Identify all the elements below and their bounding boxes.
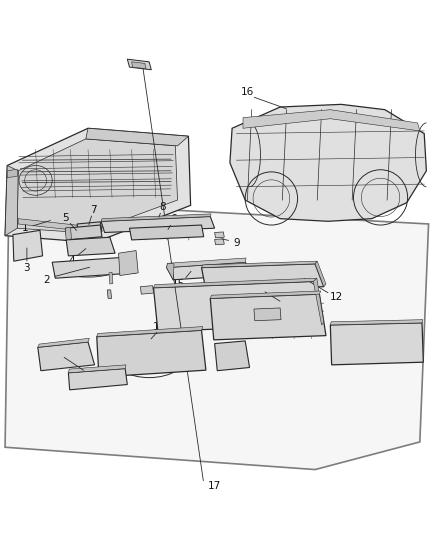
Text: 14: 14	[281, 300, 295, 310]
Polygon shape	[65, 227, 71, 240]
Text: 6: 6	[170, 214, 177, 224]
Polygon shape	[5, 165, 18, 236]
Polygon shape	[215, 239, 224, 245]
Polygon shape	[18, 219, 90, 232]
Polygon shape	[315, 261, 326, 287]
Polygon shape	[166, 263, 174, 280]
Polygon shape	[330, 323, 424, 365]
Text: 7: 7	[90, 205, 96, 215]
Text: 8: 8	[159, 202, 166, 212]
Polygon shape	[119, 251, 138, 276]
Polygon shape	[5, 204, 428, 470]
Polygon shape	[313, 278, 324, 325]
Polygon shape	[153, 281, 321, 332]
Polygon shape	[68, 365, 126, 373]
Polygon shape	[65, 225, 102, 240]
Polygon shape	[13, 230, 42, 261]
Polygon shape	[330, 320, 423, 325]
Text: 3: 3	[24, 263, 30, 272]
Polygon shape	[7, 169, 17, 177]
Polygon shape	[215, 341, 250, 370]
Polygon shape	[86, 128, 188, 146]
Text: 12: 12	[329, 292, 343, 302]
Text: 11: 11	[153, 321, 166, 332]
Polygon shape	[101, 216, 215, 232]
Polygon shape	[230, 104, 426, 221]
Text: 9: 9	[233, 238, 240, 248]
Polygon shape	[239, 290, 251, 297]
Text: 16: 16	[241, 87, 254, 97]
Polygon shape	[130, 225, 204, 240]
Polygon shape	[153, 278, 317, 288]
Polygon shape	[243, 110, 420, 131]
Polygon shape	[141, 286, 153, 294]
Polygon shape	[166, 258, 246, 268]
Polygon shape	[101, 214, 211, 221]
Polygon shape	[201, 261, 317, 268]
Polygon shape	[210, 294, 326, 340]
Text: 4: 4	[69, 256, 75, 265]
Text: 17: 17	[208, 481, 221, 490]
Polygon shape	[97, 330, 206, 377]
Polygon shape	[77, 222, 102, 233]
Text: 10: 10	[82, 370, 95, 380]
Polygon shape	[132, 62, 146, 69]
Polygon shape	[254, 308, 281, 321]
Polygon shape	[210, 291, 321, 298]
Polygon shape	[66, 237, 115, 256]
Text: 5: 5	[62, 213, 69, 223]
Polygon shape	[109, 272, 113, 284]
Polygon shape	[272, 287, 284, 294]
Polygon shape	[127, 59, 151, 70]
Text: 1: 1	[21, 223, 28, 233]
Text: 2: 2	[43, 275, 50, 285]
Polygon shape	[107, 290, 112, 298]
Polygon shape	[215, 232, 224, 238]
Polygon shape	[201, 264, 324, 290]
Polygon shape	[166, 262, 254, 280]
Polygon shape	[52, 257, 136, 278]
Polygon shape	[5, 128, 191, 243]
Polygon shape	[38, 342, 95, 370]
Polygon shape	[38, 338, 89, 348]
Text: 15: 15	[172, 279, 185, 288]
Polygon shape	[17, 139, 177, 233]
Polygon shape	[68, 368, 127, 390]
Polygon shape	[97, 327, 203, 337]
